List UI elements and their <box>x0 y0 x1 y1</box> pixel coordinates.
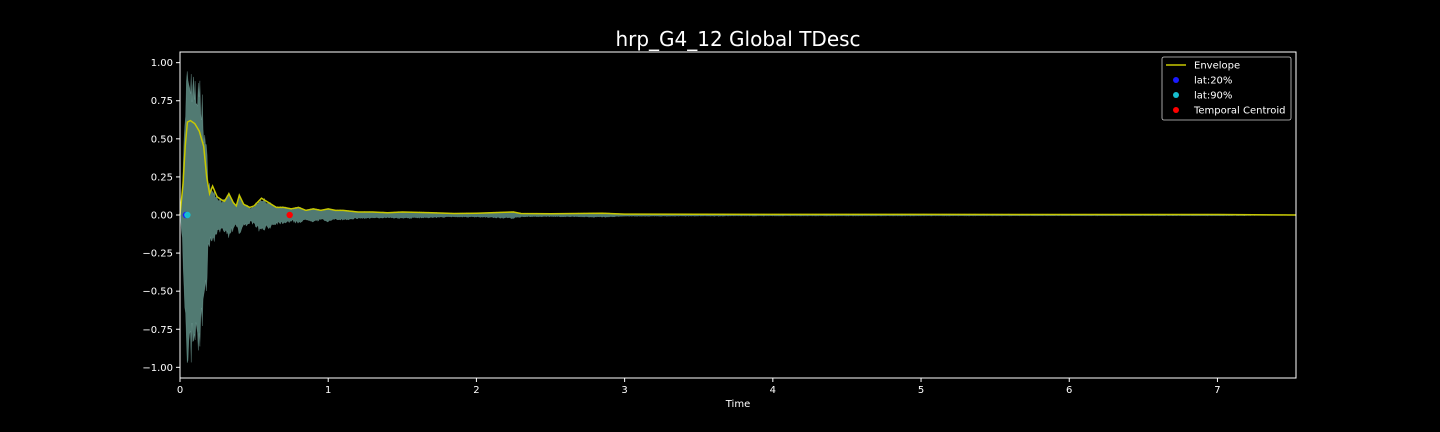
legend-envelope-label: Envelope <box>1194 61 1240 72</box>
x-axis: 0 1 2 3 4 5 6 7 <box>177 378 1221 396</box>
x-axis-label: Time <box>725 399 750 410</box>
legend-lat20-swatch <box>1173 77 1179 83</box>
temporal-centroid-marker <box>286 211 293 219</box>
x-tick-label: 7 <box>1214 385 1220 396</box>
legend-centroid-label: Temporal Centroid <box>1193 106 1286 117</box>
x-tick-label: 5 <box>918 385 924 396</box>
y-tick-label: −0.25 <box>142 249 173 260</box>
y-axis: 1.00 0.75 0.50 0.25 0.00 −0.25 −0.50 −0.75 −1.00 <box>142 58 180 374</box>
y-tick-label: −0.75 <box>142 325 173 336</box>
x-tick-label: 0 <box>177 385 183 396</box>
envelope-line <box>179 119 1297 216</box>
y-tick-label: −0.50 <box>142 287 173 298</box>
chart-title: hrp_G4_12 Global TDesc <box>615 27 860 51</box>
x-tick-label: 3 <box>621 385 627 396</box>
lat90-marker <box>184 211 191 219</box>
legend-box <box>1161 56 1292 121</box>
y-tick-label: 1.00 <box>151 58 173 69</box>
legend-centroid-swatch <box>1173 107 1179 113</box>
x-tick-label: 1 <box>325 385 331 396</box>
y-tick-label: 0.25 <box>151 172 173 183</box>
legend-lat20-label: lat:20% <box>1194 76 1232 87</box>
y-tick-label: −1.00 <box>142 363 173 374</box>
legend-lat90-label: lat:90% <box>1194 91 1232 102</box>
y-tick-label: 0.50 <box>151 134 173 145</box>
legend-lat90-swatch <box>1173 92 1179 98</box>
y-tick-label: 0.75 <box>151 96 173 107</box>
legend: Envelope lat:20% lat:90% Temporal Centro… <box>1161 56 1292 121</box>
y-tick-label: 0.00 <box>151 211 173 222</box>
x-tick-label: 2 <box>473 385 479 396</box>
x-tick-label: 4 <box>770 385 776 396</box>
x-tick-label: 6 <box>1066 385 1072 396</box>
